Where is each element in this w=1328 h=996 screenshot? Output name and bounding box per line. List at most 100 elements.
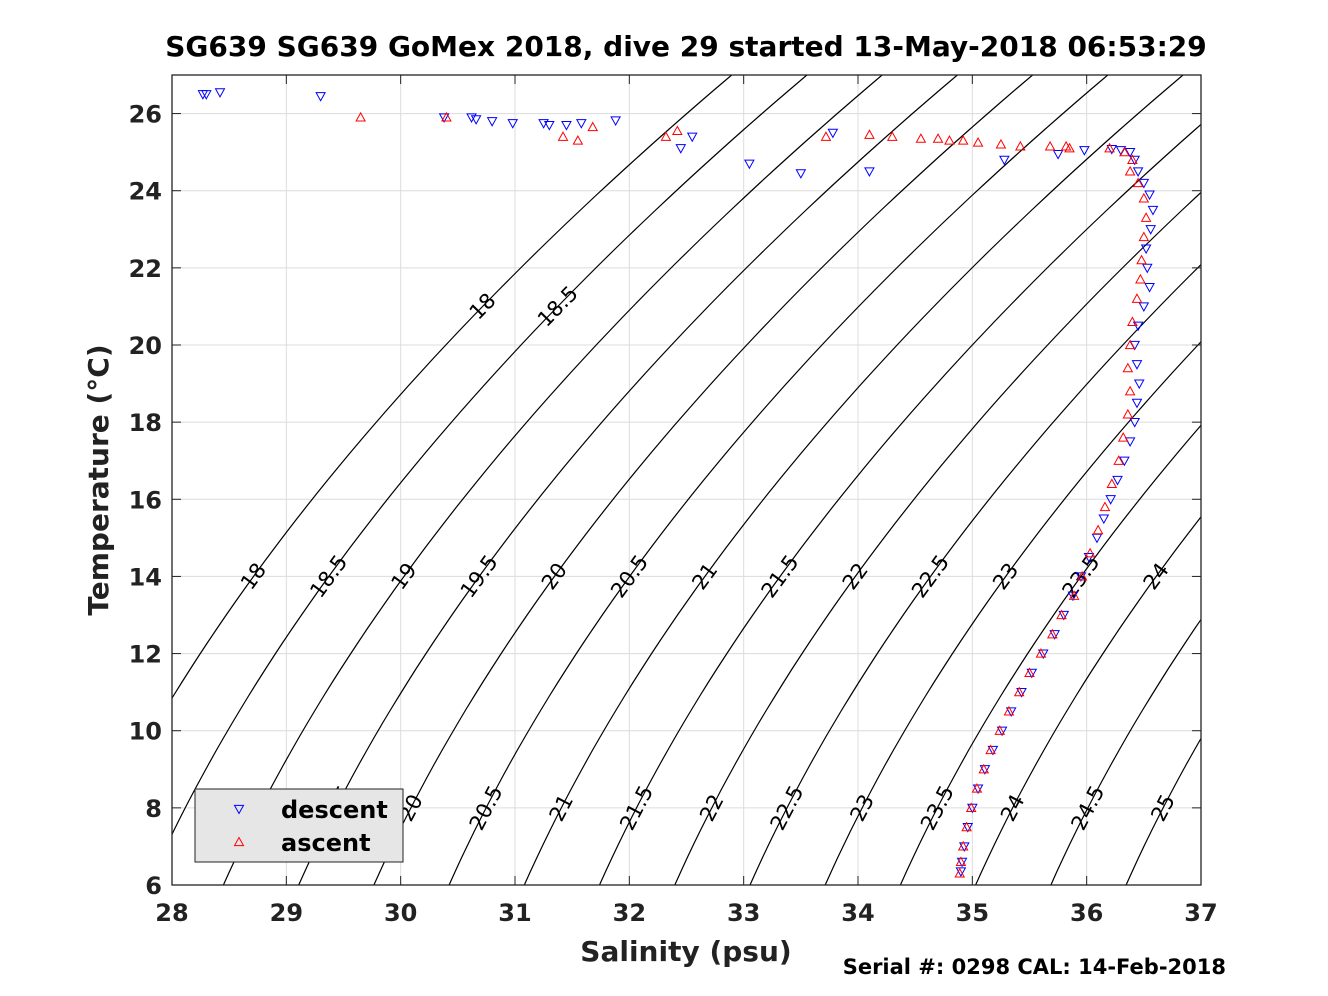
ascent-point: [1015, 140, 1026, 151]
x-tick-label: 35: [956, 899, 989, 927]
y-tick-label: 16: [129, 486, 162, 514]
ascent-point: [1122, 362, 1134, 373]
descent-point: [438, 113, 450, 123]
contour-line: [975, 515, 1201, 885]
ascent-point: [660, 131, 672, 141]
descent-point: [1052, 149, 1064, 160]
descent-point: [958, 842, 970, 852]
ascent-point: [954, 867, 966, 878]
descent-point: [470, 115, 482, 125]
legend: descent ascent: [194, 788, 404, 863]
ascent-point: [955, 856, 967, 866]
x-tick-label: 34: [841, 899, 874, 927]
y-tick-label: 6: [145, 872, 162, 900]
ascent-point: [1076, 570, 1088, 581]
ascent-point: [820, 131, 832, 141]
descent-point: [979, 765, 991, 775]
descent-point: [1131, 398, 1143, 409]
descent-point: [1105, 495, 1117, 505]
descent-point: [1091, 533, 1103, 544]
descent-point: [561, 121, 572, 131]
ascent-point: [1013, 686, 1025, 697]
legend-box: [194, 788, 404, 863]
ascent-point: [1124, 165, 1136, 176]
ascent-point: [1135, 273, 1146, 284]
legend-label-ascent: ascent: [281, 829, 371, 857]
descent-point: [486, 117, 498, 127]
ascent-point: [1106, 478, 1118, 488]
ascent-point: [572, 135, 584, 145]
descent-point: [956, 857, 968, 868]
legend-label-descent: descent: [281, 796, 388, 824]
descent-point: [1144, 283, 1155, 293]
ascent-point: [994, 725, 1006, 735]
ascent-point: [961, 821, 972, 832]
y-tick-label: 24: [129, 178, 162, 206]
ascent-point: [355, 111, 366, 122]
descent-point: [1124, 148, 1136, 158]
descent-point: [1083, 553, 1095, 563]
descent-point: [1058, 610, 1070, 621]
ascent-point: [1124, 385, 1136, 396]
descent-point: [466, 113, 477, 123]
descent-point: [962, 823, 974, 833]
descent-point: [610, 116, 621, 127]
descent-point: [1112, 475, 1123, 486]
descent-point: [972, 784, 984, 795]
ascent-point: [1140, 212, 1152, 222]
descent-point: [1037, 649, 1049, 660]
plot-background: [172, 75, 1201, 885]
descent-point: [1124, 437, 1136, 447]
chart-title: SG639 SG639 GoMex 2018, dive 29 started …: [165, 30, 1206, 63]
descent-point: [1049, 630, 1060, 640]
contour-line: [172, 75, 733, 700]
ascent-point: [972, 136, 984, 147]
descent-point: [864, 167, 875, 177]
y-tick-label: 10: [129, 718, 162, 746]
ascent-point: [587, 121, 599, 132]
ascent-point: [1138, 231, 1150, 242]
ascent-point: [944, 135, 955, 145]
legend-marker-ascent: [233, 836, 245, 847]
descent-point: [686, 132, 698, 143]
descent-point: [1138, 302, 1150, 312]
descent-point: [507, 119, 519, 129]
descent-point: [1132, 167, 1144, 177]
y-tick-label: 22: [129, 255, 162, 283]
descent-point: [1079, 146, 1090, 156]
descent-point: [1140, 244, 1152, 255]
descent-point: [744, 159, 755, 170]
x-tick-label: 37: [1184, 899, 1217, 927]
contour-line: [523, 75, 1184, 885]
ascent-point: [441, 111, 452, 122]
ascent-point: [886, 131, 898, 141]
descent-point: [1026, 668, 1038, 679]
ascent-point: [995, 138, 1007, 149]
y-axis-label: Temperature (°C): [82, 344, 115, 615]
descent-point: [1005, 707, 1017, 717]
ascent-point: [1104, 142, 1115, 153]
y-tick-label: 12: [129, 641, 162, 669]
y-tick-label: 20: [129, 332, 162, 360]
descent-point: [1106, 144, 1118, 155]
descent-point: [1119, 456, 1130, 467]
contour-line: [298, 75, 958, 885]
x-tick-label: 28: [155, 899, 188, 927]
descent-point: [1133, 379, 1145, 390]
y-tick-label: 8: [145, 795, 162, 823]
ascent-point: [965, 802, 977, 812]
ascent-point: [978, 763, 990, 774]
series-ascent: [355, 111, 1152, 878]
contour-line: [899, 424, 1201, 885]
x-tick-label: 31: [498, 899, 531, 927]
ascent-point: [1064, 142, 1075, 153]
descent-point: [1144, 190, 1155, 201]
contour-line: [373, 75, 1033, 885]
descent-point: [1067, 591, 1079, 602]
ascent-point: [672, 125, 683, 136]
ascent-point: [1044, 140, 1056, 151]
ascent-point: [1124, 339, 1136, 350]
descent-point: [1098, 514, 1110, 525]
ascent-point: [1127, 154, 1138, 164]
